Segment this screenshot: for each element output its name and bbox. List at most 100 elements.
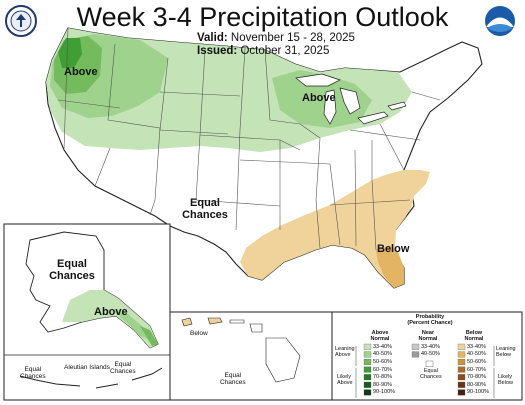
legend-above-range-4: 70-80% (373, 374, 392, 381)
legend-above-swatch-2 (363, 359, 372, 365)
aleutian-ec-right-line1: Equal (114, 361, 132, 368)
legend-col-above: Above Normal (360, 330, 400, 342)
state-borders (57, 27, 441, 251)
legend-above-swatch-4 (363, 374, 372, 381)
aleutian-ec-right-label: Equal Chances (110, 361, 136, 375)
legend-below-range-0: 33-40% (467, 343, 486, 350)
alaska-equal-chances-label: Equal Chances (42, 258, 102, 282)
aleutian-islands-label: Aleutian Islands (64, 364, 110, 371)
legend-title-line1: Probability (415, 314, 445, 320)
legend-above-swatch-1 (363, 351, 372, 358)
conus-equal-chances-label: Equal Chances (180, 197, 230, 221)
alaska-ec-line2: Chances (49, 270, 95, 282)
aleutian-ec-left-line1: Equal (24, 366, 42, 373)
legend-near-swatch-1 (411, 351, 420, 358)
valid-value: November 15 - 28, 2025 (230, 32, 355, 44)
legend-likely-below: Likely Below (498, 374, 513, 386)
page-title: Week 3-4 Precipitation Outlook (76, 2, 449, 32)
legend-leaning-above: Leaning Above (335, 346, 355, 358)
lake-huron (339, 87, 361, 115)
legend-above-range-1: 40-50% (373, 351, 392, 358)
legend-below-swatch-5 (457, 381, 466, 388)
legend-frame (331, 311, 523, 401)
legend-near-range-1: 40-50% (421, 351, 440, 358)
conus-ec-line1: Equal (190, 197, 220, 209)
greatlakes-above-label: Above (302, 92, 336, 104)
legend-below-swatch-0 (457, 343, 466, 350)
legend-below-swatch-4 (457, 374, 466, 381)
valid-line: Valid: November 15 - 28, 2025 (197, 32, 355, 44)
big-island (265, 337, 301, 383)
greatlakes-above-mid (272, 70, 372, 128)
legend-near-swatch-0 (411, 343, 420, 350)
legend-col-below-line2: Normal (464, 336, 484, 342)
kauai-island (181, 317, 193, 327)
legend-below-swatch-3 (457, 366, 466, 373)
legend-col-above-line2: Normal (370, 336, 390, 342)
legend-above-range-0: 33-40% (373, 343, 392, 350)
legend-col-near: Near Normal (408, 330, 448, 342)
alaska-above-mid (112, 310, 150, 340)
legend-below-range-5: 80-90% (467, 381, 486, 388)
commerce-seal-icon (5, 5, 37, 37)
legend-leaning-above-line2: Above (335, 352, 351, 358)
legend-below-range-3: 60-70% (467, 366, 486, 373)
aleutian-chain (19, 367, 163, 389)
legend-title-line2: (Percent Chance) (407, 320, 453, 326)
lake-erie (357, 111, 389, 125)
alaska-above-label: Above (94, 306, 128, 318)
legend-above-swatch-6 (363, 389, 372, 396)
legend-below-range-1: 40-50% (467, 351, 486, 358)
legend-below-range-4: 70-80% (467, 374, 486, 381)
legend-col-above-line1: Above (371, 330, 389, 336)
molokai-island (229, 319, 245, 324)
aleutian-ec-left-label: Equal Chances (20, 366, 46, 380)
legend-likely-above-line2: Above (337, 380, 353, 386)
legend-col-below-line1: Below (465, 330, 483, 336)
legend-col-near-line1: Near (421, 330, 435, 336)
issued-label: Issued: (197, 45, 238, 57)
legend-above-swatch-5 (363, 381, 372, 388)
legend-above-range-5: 80-90% (373, 381, 392, 388)
lake-ontario (387, 101, 407, 111)
alaska-above-region (62, 290, 158, 348)
legend-col-near-line2: Normal (418, 336, 438, 342)
legend-equal-chances-line1: Equal (423, 368, 438, 374)
legend-below-swatch-6 (457, 389, 466, 396)
lake-superior (295, 73, 341, 87)
legend-below-range-2: 50-60% (467, 359, 486, 365)
legend-likely-above: Likely Above (337, 374, 353, 386)
aleutian-ec-left-line2: Chances (20, 373, 46, 380)
legend-equal-chances-line2: Chances (420, 374, 442, 380)
legend-likely-below-line1: Likely (498, 374, 513, 380)
legend-likely-below-line2: Below (498, 380, 513, 386)
hawaii-equal-chances-label: Equal Chances (220, 372, 246, 386)
legend-below-swatch-1 (457, 351, 466, 358)
legend-equal-chances: Equal Chances (420, 368, 442, 380)
pnw-above-darker (58, 38, 82, 68)
maui-island (249, 323, 263, 333)
legend-above-swatch-0 (363, 343, 372, 350)
alaska-ec-line1: Equal (57, 258, 87, 270)
hawaii-below-label: Below (190, 330, 208, 337)
legend-leaning-below-line1: Leaning (496, 346, 516, 352)
alaska-panhandle-strong (140, 326, 158, 346)
lake-michigan (323, 89, 337, 125)
legend-leaning-below: Leaning Below (496, 346, 516, 358)
pnw-above-label: Above (64, 66, 98, 78)
florida-below-darker (376, 246, 404, 288)
issued-line: Issued: October 31, 2025 (197, 45, 329, 57)
legend-above-swatch-3 (363, 366, 372, 373)
legend-leaning-above-line1: Leaning (335, 346, 355, 352)
issued-value: October 31, 2025 (240, 45, 330, 57)
legend-leaning-below-line2: Below (496, 352, 511, 358)
legend-near-range-0: 33-40% (421, 343, 440, 350)
legend-above-range-2: 50-60% (373, 359, 392, 365)
legend-below-range-6: 90-100% (467, 389, 490, 396)
hawaii-ec-line1: Equal (224, 372, 242, 379)
legend-equal-chances-swatch (425, 360, 434, 367)
noaa-logo-icon (485, 6, 515, 36)
hawaii-ec-line2: Chances (220, 379, 246, 386)
legend-swatches (355, 343, 495, 398)
